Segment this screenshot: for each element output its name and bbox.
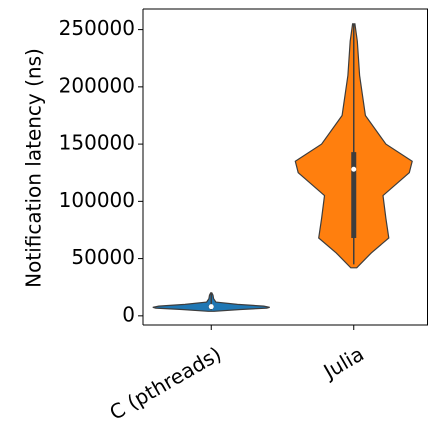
plot-area: 0 50000 100000 150000 200000 250000 C (pthread… [59,8,428,423]
violin-median-1 [351,166,357,172]
y-axis-label: Notification latency (ns) [22,48,46,288]
y-tick-label: 250000 [59,16,135,40]
y-tick-label: 100000 [59,188,135,212]
violin-median-0 [208,304,214,310]
x-tick-label: Julia [318,342,368,385]
x-tick-label: C (pthreads) [105,342,225,423]
y-tick-label: 150000 [59,131,135,155]
y-tick-label: 200000 [59,73,135,97]
violin-iqr-1 [351,152,357,238]
y-tick-label: 50000 [71,245,135,269]
y-tick-label: 0 [122,302,135,326]
